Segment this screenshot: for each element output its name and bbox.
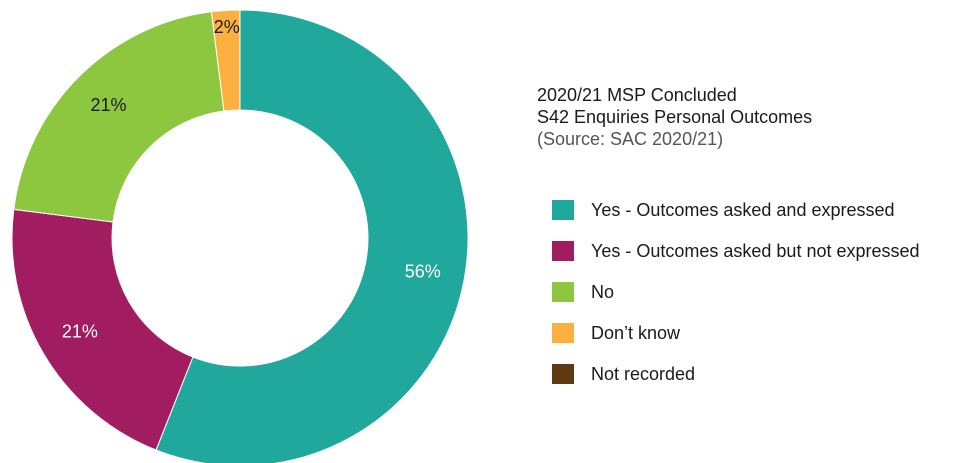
chart-subtitle: (Source: SAC 2020/21) — [537, 129, 724, 149]
legend-swatch — [552, 323, 574, 343]
legend-swatch — [552, 241, 574, 261]
donut-slice — [210, 9, 241, 112]
legend-swatch — [552, 364, 574, 384]
chart-title-block: 2020/21 MSP Concluded S42 Enquiries Pers… — [537, 84, 812, 150]
chart-title-line-2: S42 Enquiries Personal Outcomes — [537, 107, 813, 127]
donut-slice — [11, 208, 194, 451]
slice-data-label: 56% — [405, 262, 441, 282]
slice-data-label: 2% — [214, 17, 240, 37]
legend-item: Not recorded — [552, 364, 920, 384]
legend-label: Yes - Outcomes asked and expressed — [591, 199, 895, 220]
chart-legend: Yes - Outcomes asked and expressed Yes -… — [552, 200, 920, 405]
legend-label: Not recorded — [591, 363, 696, 384]
slice-data-label: 21% — [62, 321, 98, 341]
legend-label: Yes - Outcomes asked but not expressed — [591, 240, 920, 261]
legend-swatch — [552, 200, 574, 220]
slice-data-label: 21% — [90, 95, 126, 115]
legend-label: No — [591, 281, 615, 302]
donut-slice — [13, 11, 225, 223]
legend-item: Yes - Outcomes asked but not expressed — [552, 241, 920, 261]
legend-item: Yes - Outcomes asked and expressed — [552, 200, 920, 220]
donut-slice — [155, 9, 469, 463]
legend-swatch — [552, 282, 574, 302]
legend-item: No — [552, 282, 920, 302]
legend-label: Don’t know — [591, 322, 681, 343]
donut-chart: 56% 21% 21% 2% — [11, 9, 469, 463]
chart-title-line-1: 2020/21 MSP Concluded — [537, 85, 737, 105]
legend-item: Don’t know — [552, 323, 920, 343]
